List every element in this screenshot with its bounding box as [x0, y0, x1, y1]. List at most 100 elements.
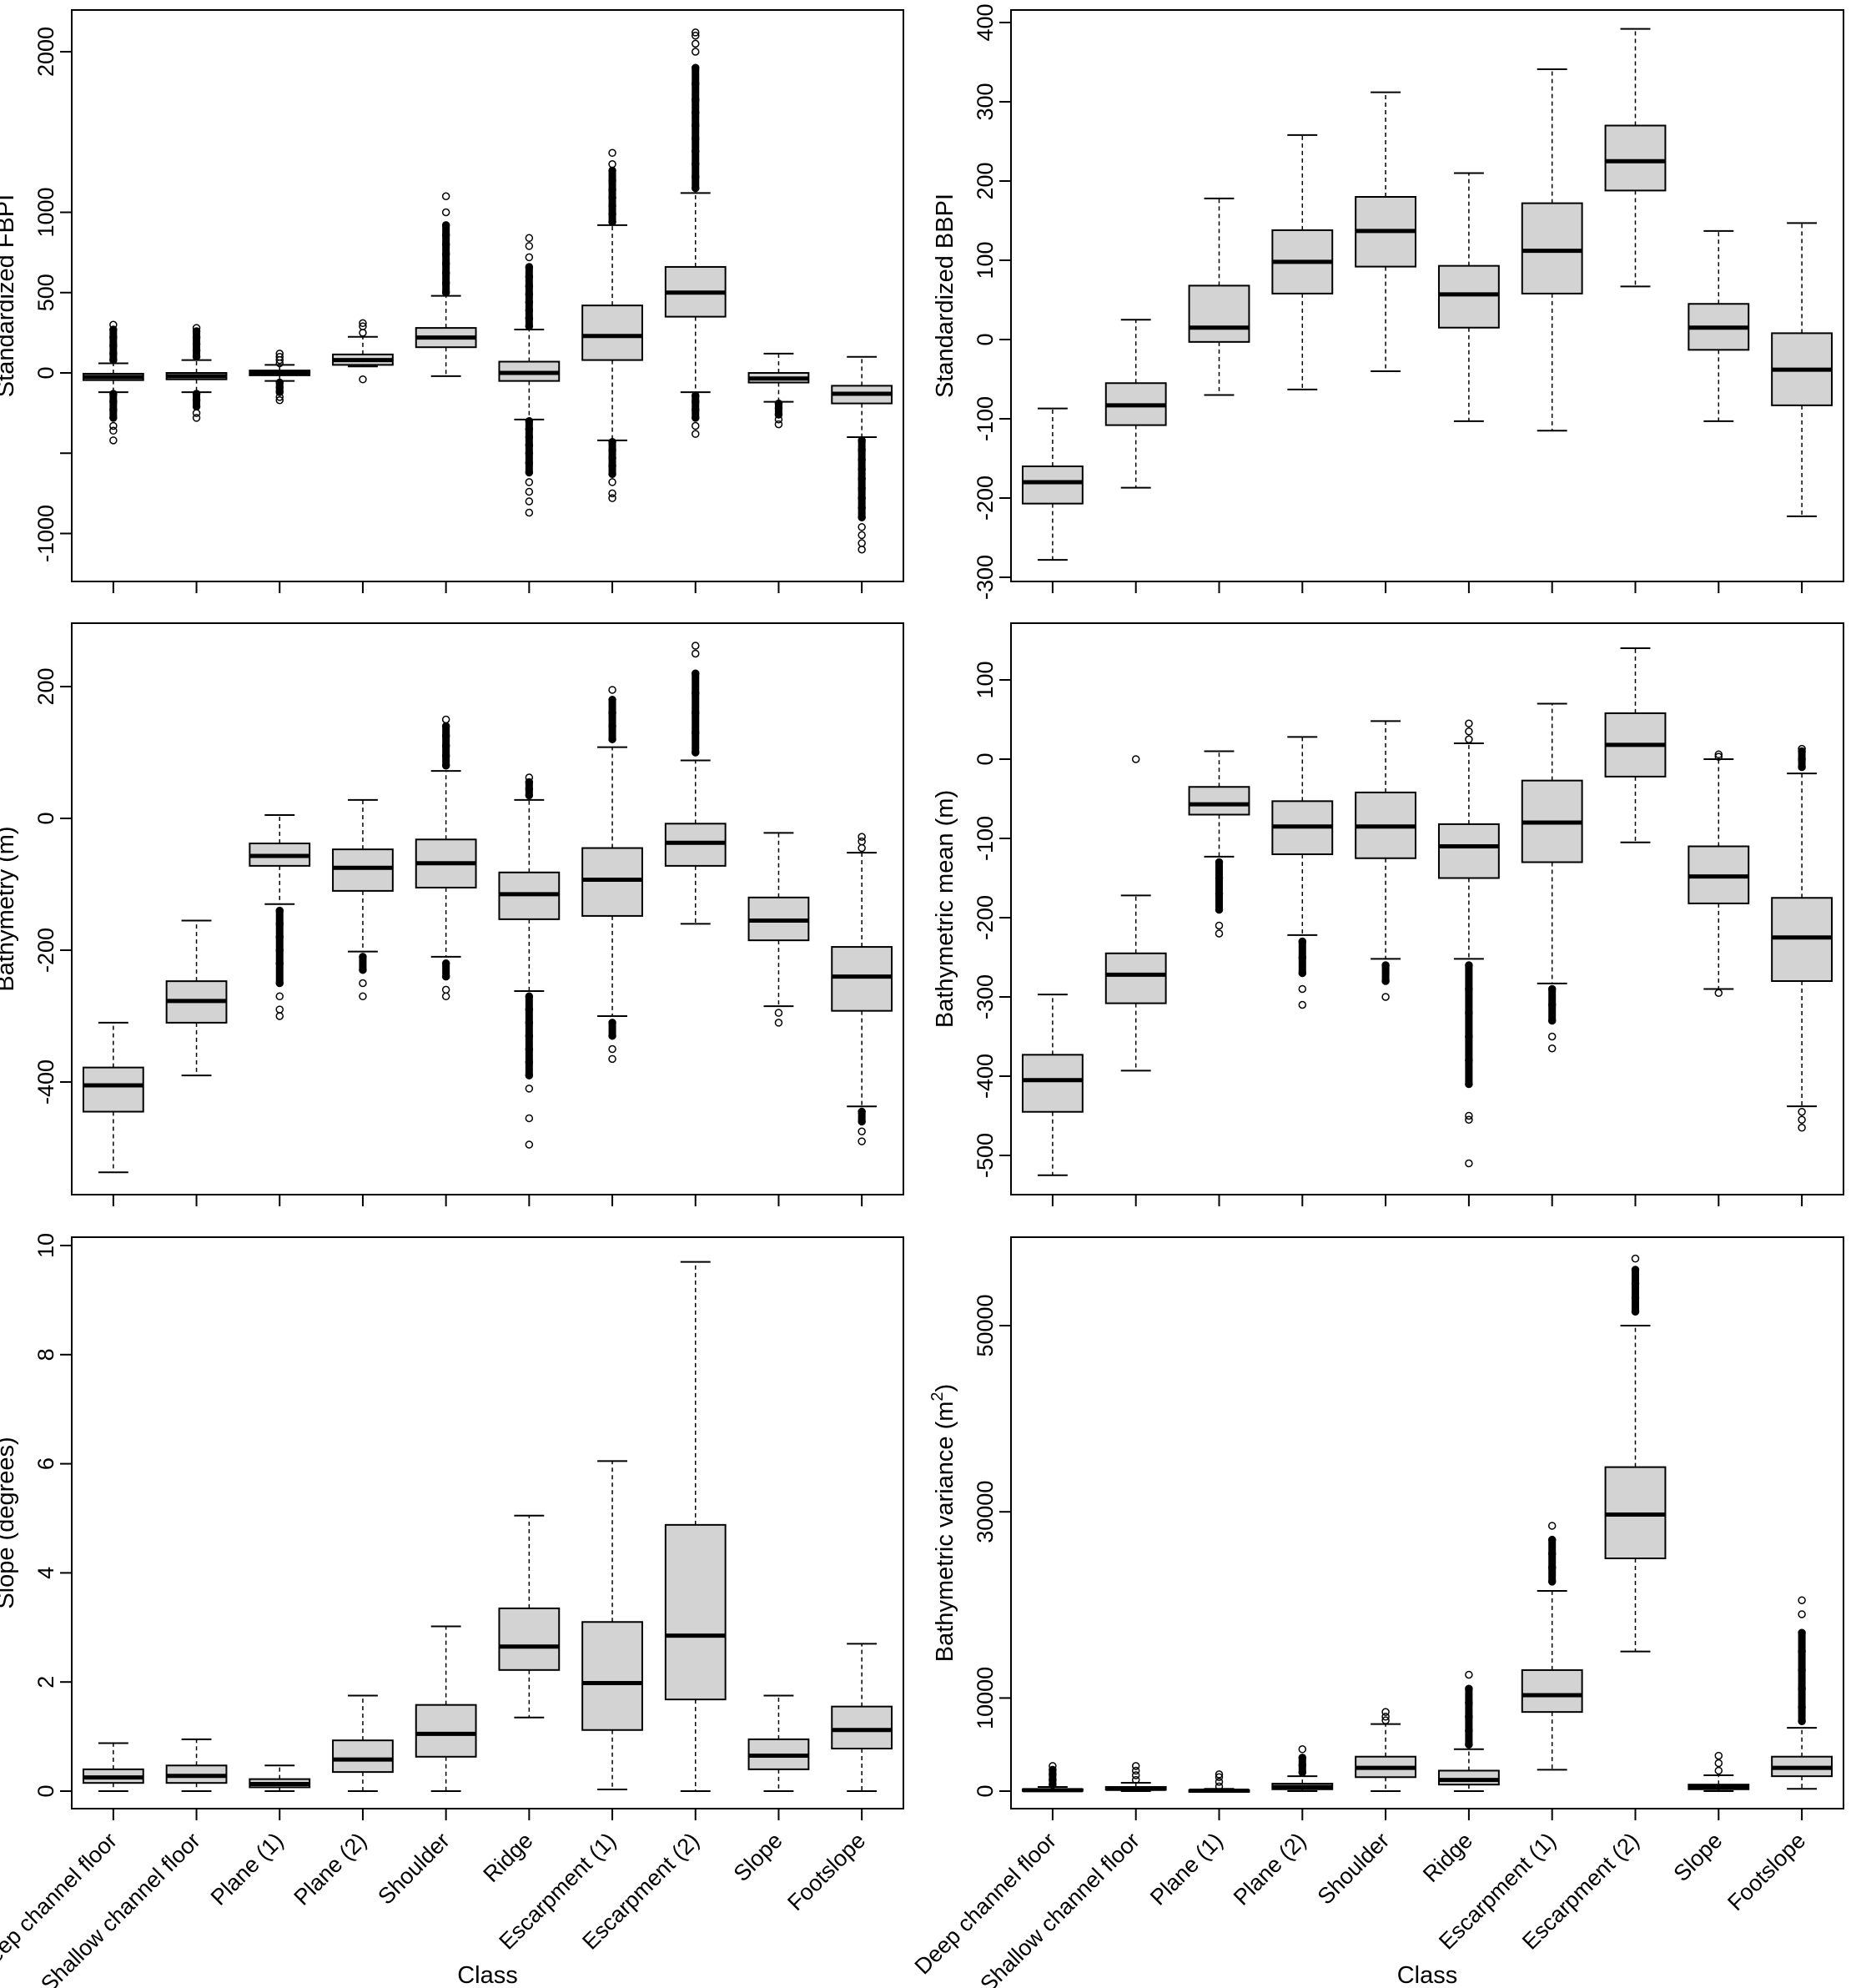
- outliers: [1798, 744, 1806, 1132]
- box-5: [415, 715, 477, 1001]
- box-iqr: [664, 1523, 727, 1701]
- box-iqr: [1021, 1054, 1084, 1113]
- outlier-point: [1547, 1522, 1557, 1530]
- box-3: [249, 814, 311, 1020]
- outlier-point: [1215, 1782, 1224, 1791]
- y-tick-label: 400: [973, 3, 998, 41]
- outlier-point: [1215, 1778, 1224, 1786]
- box-iqr: [1521, 202, 1583, 294]
- outlier-point: [692, 39, 700, 48]
- outlier-point: [359, 992, 367, 1001]
- outliers: [1049, 1762, 1057, 1789]
- outlier-point: [275, 395, 284, 405]
- outlier-point: [275, 992, 284, 1001]
- y-axis-label-end: ): [932, 1384, 958, 1392]
- y-tick-label: -300: [973, 555, 998, 600]
- outlier-point: [1381, 1708, 1390, 1716]
- outlier-point: [1381, 993, 1390, 1001]
- panel-bottom-left: 0 2 4 6 8 10 Slope (degrees) Deep channel floor…: [0, 1233, 904, 1988]
- outlier-point: [774, 1019, 783, 1027]
- outlier-point: [1714, 750, 1723, 759]
- outliers: [441, 192, 450, 297]
- box-iqr: [831, 946, 893, 1012]
- x-axis: [112, 581, 863, 593]
- panel-top-right: -300 -200 -100 0 100 200 300 400 Standardized BB…: [932, 3, 1844, 600]
- box-iqr: [581, 847, 643, 917]
- outlier-point: [1131, 1775, 1140, 1784]
- box-7: [581, 1460, 643, 1791]
- box-8: [1604, 28, 1667, 288]
- x-axis: [1051, 1195, 1803, 1206]
- outliers: [1631, 1254, 1640, 1316]
- outliers: [1714, 750, 1723, 997]
- box-2: [165, 324, 228, 422]
- box-10: [1771, 1596, 1833, 1790]
- box-10: [831, 355, 893, 554]
- outlier-point: [359, 979, 367, 988]
- outlier-point: [525, 1085, 534, 1093]
- outlier-point: [441, 985, 450, 994]
- box-9: [747, 352, 810, 429]
- box-6: [498, 234, 561, 517]
- box-1: [82, 1742, 144, 1792]
- y-tick-label: 200: [33, 667, 58, 705]
- box-9: [1688, 750, 1750, 997]
- box-iqr: [332, 1739, 394, 1774]
- outlier-point: [608, 1054, 616, 1064]
- box-iqr: [1188, 786, 1250, 816]
- outlier-point: [275, 1005, 284, 1014]
- x-category-label: Ridge: [1418, 1828, 1477, 1887]
- outliers: [1547, 1522, 1557, 1586]
- box-3: [1188, 197, 1250, 396]
- y-tick-label: 0: [973, 333, 998, 345]
- outlier-point: [608, 160, 616, 169]
- box-iqr: [1188, 284, 1250, 343]
- x-category-label: Slope: [729, 1828, 787, 1886]
- outlier-point: [1465, 1111, 1473, 1120]
- box-6: [1437, 172, 1500, 422]
- outlier-point: [692, 430, 700, 438]
- outlier-point: [1215, 921, 1224, 930]
- outlier-point: [858, 843, 866, 853]
- y-tick-label: 8: [33, 1348, 58, 1361]
- outlier-point: [1298, 984, 1307, 994]
- outliers: [1465, 1670, 1473, 1749]
- x-axis: [1051, 581, 1803, 593]
- outliers: [858, 436, 866, 554]
- box-10: [831, 1643, 893, 1792]
- outlier-point: [275, 350, 284, 358]
- y-tick-label: 500: [33, 274, 58, 311]
- outlier-point: [858, 523, 866, 531]
- y-axis-label: Bathymetry (m): [0, 826, 19, 991]
- outlier-point: [1465, 727, 1473, 736]
- outlier-point: [858, 539, 866, 547]
- y-tick-label: 30000: [973, 1481, 998, 1543]
- outlier-point: [1381, 1716, 1390, 1724]
- outliers: [1298, 1745, 1307, 1777]
- outlier-point: [1131, 755, 1140, 763]
- outlier-point: [608, 148, 616, 158]
- y-tick-label: 0: [33, 812, 58, 824]
- outlier-point: [1714, 1766, 1723, 1775]
- x-axis-label: Class: [457, 1962, 518, 1988]
- outlier-point: [441, 208, 450, 217]
- box-iqr: [1521, 1668, 1583, 1714]
- box-3: [249, 1764, 311, 1792]
- outliers: [1465, 719, 1473, 1168]
- outlier-point: [1131, 1771, 1140, 1779]
- box-4: [332, 798, 394, 1001]
- outlier-point: [692, 642, 700, 650]
- y-tick-label: 100: [973, 241, 998, 279]
- outlier-point: [1215, 1770, 1224, 1779]
- outlier-point: [359, 375, 367, 384]
- x-category-label: Plane (2): [289, 1828, 372, 1910]
- outlier-point: [1298, 1000, 1307, 1009]
- y-axis: -500 -400 -300 -200 -100 0 100: [973, 661, 1011, 1178]
- outlier-point: [275, 353, 284, 361]
- outliers: [774, 399, 783, 429]
- plot-frame: [71, 9, 904, 582]
- y-tick-label: 0: [973, 752, 998, 765]
- box-7: [1521, 1522, 1583, 1771]
- box-10: [1771, 222, 1833, 517]
- y-tick-label: -200: [973, 895, 998, 940]
